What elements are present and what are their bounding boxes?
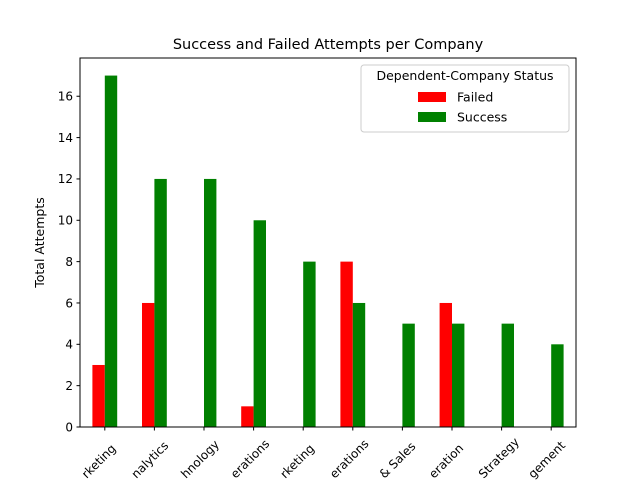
bar-failed-5 [340,261,353,427]
plot-frame [79,57,577,428]
bar-success-6 [402,323,415,427]
legend-title: Dependent-Company Status [376,68,553,83]
x-tick-label: eration [426,441,466,480]
legend-swatch-success [418,112,446,122]
bar-failed-1 [142,302,155,427]
y-tick-label: 10 [58,214,73,228]
x-axis-ticks: rketing nalytics hnology erations rketing era… [79,427,568,480]
x-tick-label: rketing [277,441,317,480]
y-tick-label: 14 [58,131,73,145]
y-tick-label: 6 [65,296,73,310]
bar-success-9 [551,344,564,427]
chart-title: Success and Failed Attempts per Company [173,37,484,53]
legend-entries: Failed Success [418,90,507,125]
bar-failed-3 [241,406,254,427]
x-tick-label: hnology [178,437,222,480]
x-tick-label: erations [327,437,371,480]
legend-label-failed: Failed [457,90,493,105]
y-tick-label: 16 [58,90,73,104]
bar-success-1 [154,178,167,427]
y-tick-label: 2 [65,379,73,393]
bar-success-2 [204,178,217,427]
x-tick-label: rketing [79,441,119,480]
bar-success-4 [303,261,316,427]
y-axis-label: Total Attempts [32,197,47,289]
bar-failed-7 [439,302,452,427]
legend-swatch-failed [418,92,446,102]
y-tick-label: 4 [65,338,73,352]
x-tick-label: & Sales [377,439,419,480]
bar-success-3 [253,220,266,427]
bar-success-5 [352,302,366,427]
legend-label-success: Success [457,110,507,125]
y-tick-label: 0 [65,420,73,434]
x-tick-label: nalytics [129,438,172,480]
x-tick-label: Strategy [476,435,522,480]
bar-success-0 [104,75,118,428]
y-tick-label: 12 [58,172,73,186]
x-tick-label: erations [228,437,272,480]
legend: Dependent-Company Status Failed Success [360,64,570,133]
bar-failed-0 [92,364,105,427]
bars-layer [92,75,564,428]
bar-success-8 [501,323,514,427]
y-tick-label: 8 [65,255,73,269]
bar-success-7 [452,323,465,427]
legend-box [360,64,570,133]
x-tick-label: gement [525,438,568,480]
y-axis-ticks: 0 2 4 6 8 10 12 14 16 [58,90,80,434]
